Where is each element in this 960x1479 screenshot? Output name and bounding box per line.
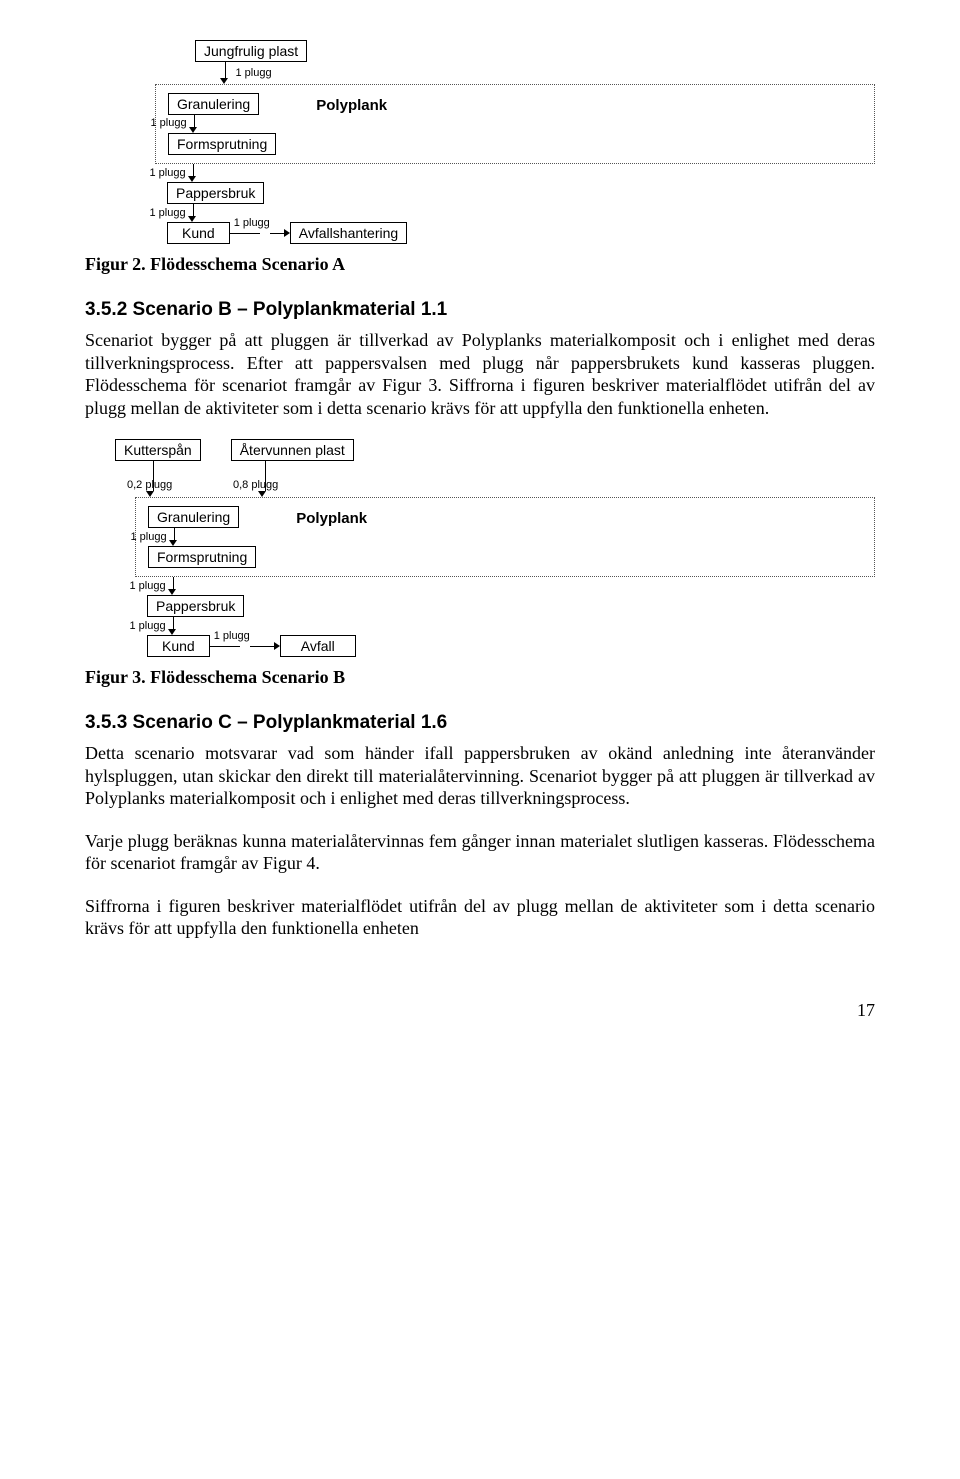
flow-label: 0,2 plugg — [127, 479, 172, 491]
flowchart-scenario-a: Jungfrulig plast 1 plugg Granulering 1 p — [155, 40, 875, 244]
node-pappersbruk: Pappersbruk — [167, 182, 264, 204]
flow-label: 1 plugg — [130, 620, 166, 632]
figure-3-caption: Figur 3. Flödesschema Scenario B — [85, 667, 875, 688]
polyplank-group: Granulering 1 plugg Formsprutning Polypl… — [155, 84, 875, 164]
node-pappersbruk-b: Pappersbruk — [147, 595, 244, 617]
flow-label: 1 plugg — [131, 531, 167, 543]
node-granulering: Granulering — [168, 93, 259, 115]
node-avfall-b: Avfall — [280, 635, 356, 657]
paragraph-353-2: Varje plugg beräknas kunna materialåterv… — [85, 830, 875, 875]
heading-352: 3.5.2 Scenario B – Polyplankmaterial 1.1 — [85, 299, 875, 321]
flowchart-scenario-b: Kutterspån Återvunnen plast 0,2 plugg 0,… — [115, 439, 875, 657]
flow-label: 1 plugg — [151, 117, 187, 129]
polyplank-group-b: Granulering 1 plugg Formsprutning Polypl… — [135, 497, 875, 577]
node-granulering-b: Granulering — [148, 506, 239, 528]
paragraph-353-1: Detta scenario motsvarar vad som händer … — [85, 742, 875, 810]
node-kutterspan: Kutterspån — [115, 439, 201, 461]
flow-label: 1 plugg — [234, 217, 270, 229]
node-kund-b: Kund — [147, 635, 210, 657]
flow-label: 0,8 plugg — [233, 479, 278, 491]
paragraph-353-3: Siffrorna i figuren beskriver materialfl… — [85, 895, 875, 940]
group-label-polyplank: Polyplank — [316, 97, 387, 114]
node-jungfrulig-plast: Jungfrulig plast — [195, 40, 307, 62]
node-formsprutning-b: Formsprutning — [148, 546, 256, 568]
page-number: 17 — [85, 1000, 875, 1021]
flow-label: 1 plugg — [214, 630, 250, 642]
paragraph-352: Scenariot bygger på att pluggen är tillv… — [85, 329, 875, 419]
flow-label: 1 plugg — [150, 167, 186, 179]
group-label-polyplank-b: Polyplank — [296, 510, 367, 527]
flow-label: 1 plugg — [130, 580, 166, 592]
heading-353: 3.5.3 Scenario C – Polyplankmaterial 1.6 — [85, 712, 875, 734]
node-atervunnen-plast: Återvunnen plast — [231, 439, 354, 461]
flow-label: 1 plugg — [150, 207, 186, 219]
figure-2-caption: Figur 2. Flödesschema Scenario A — [85, 254, 875, 275]
page-root: Jungfrulig plast 1 plugg Granulering 1 p — [0, 0, 960, 1061]
node-kund: Kund — [167, 222, 230, 244]
node-formsprutning: Formsprutning — [168, 133, 276, 155]
flow-label: 1 plugg — [236, 67, 272, 79]
node-avfallshantering: Avfallshantering — [290, 222, 407, 244]
